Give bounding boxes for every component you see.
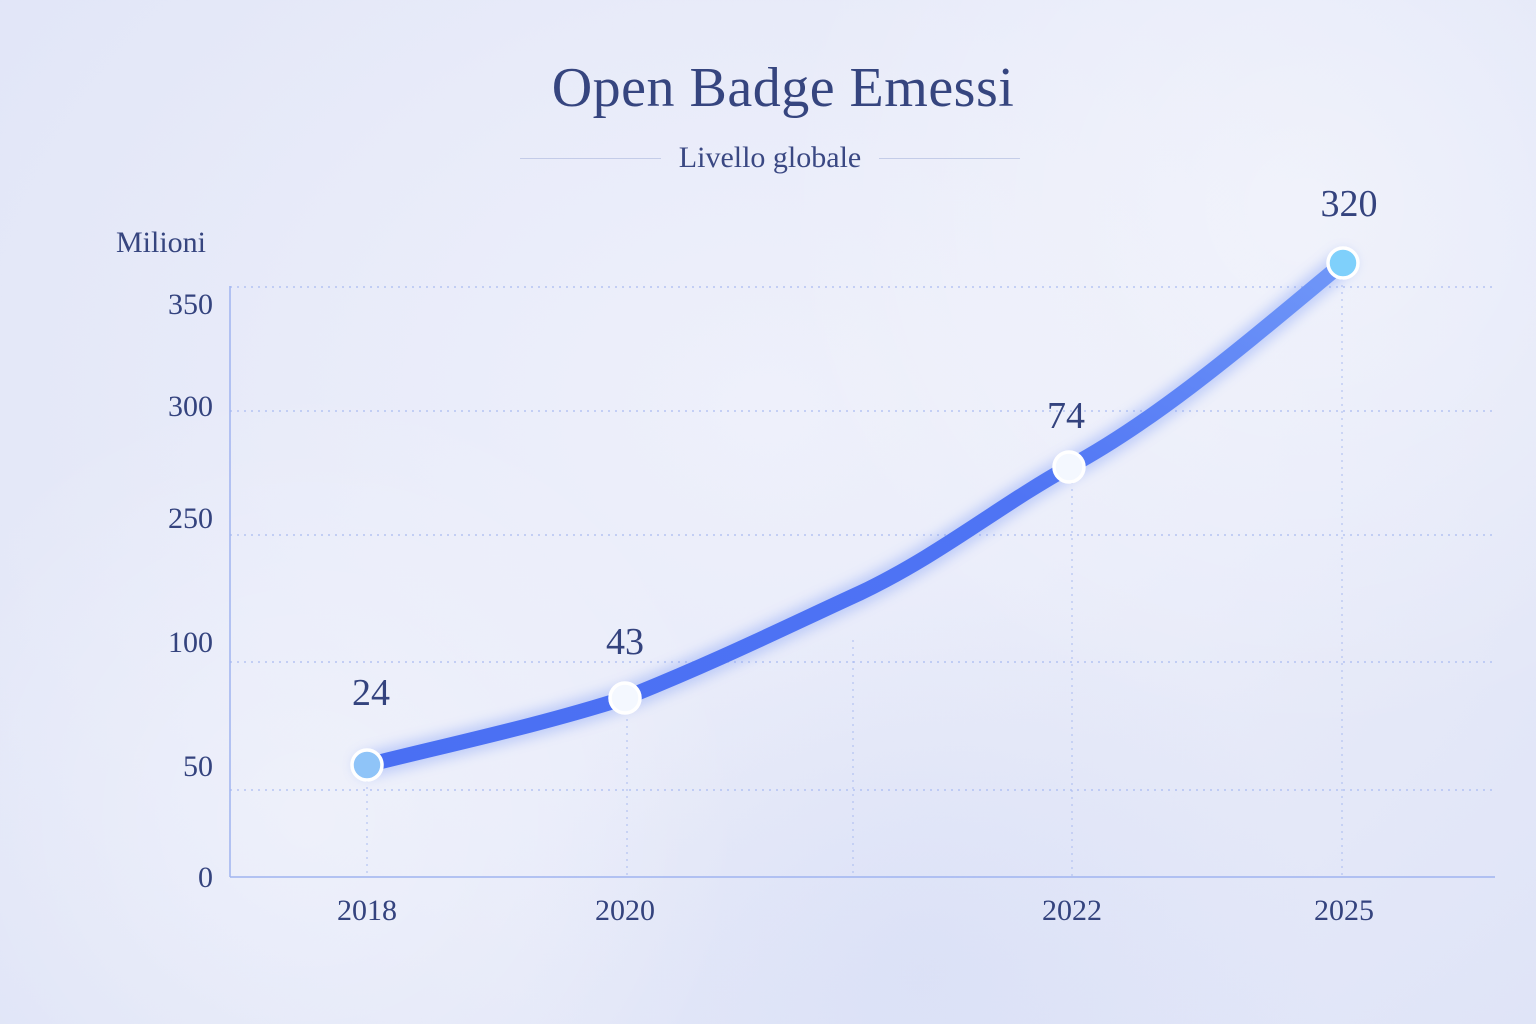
x-tick: 2018 (337, 894, 397, 927)
y-tick: 250 (168, 502, 213, 535)
data-point-2025[interactable] (1326, 246, 1360, 280)
series-line (359, 255, 1351, 773)
series-line-glow (354, 250, 1356, 778)
data-labels: 24 43 74 320 (352, 183, 1378, 714)
data-label-2022: 74 (1047, 395, 1085, 437)
subtitle-row: Livello globale (520, 140, 1021, 176)
y-tick: 0 (198, 861, 213, 894)
y-tick: 350 (168, 288, 213, 321)
y-tick: 50 (183, 750, 213, 783)
subtitle-rule-left (520, 157, 661, 159)
chart-subtitle: Livello globale (678, 141, 862, 174)
data-point-2018[interactable] (350, 748, 384, 782)
chart-title: Open Badge Emessi (551, 57, 1015, 119)
data-label-2025: 320 (1321, 183, 1378, 225)
x-tick: 2020 (595, 894, 655, 927)
data-label-2020: 43 (606, 621, 644, 663)
horizontal-gridlines (230, 286, 1495, 791)
y-axis-label: Milioni (116, 226, 207, 259)
vertical-gridlines (366, 278, 1343, 876)
y-tick: 300 (168, 390, 213, 423)
x-tick: 2022 (1042, 894, 1102, 927)
subtitle-rule-right (879, 157, 1021, 159)
data-point-2020[interactable] (608, 681, 642, 715)
data-label-2018: 24 (352, 672, 390, 714)
data-point-2022[interactable] (1052, 450, 1086, 484)
x-tick: 2025 (1314, 894, 1374, 927)
data-markers (350, 246, 1360, 782)
y-tick: 100 (168, 626, 213, 659)
y-tick-labels: 350 300 250 100 50 0 (168, 288, 213, 894)
x-tick-labels: 2018 2020 2022 2025 (337, 894, 1374, 927)
